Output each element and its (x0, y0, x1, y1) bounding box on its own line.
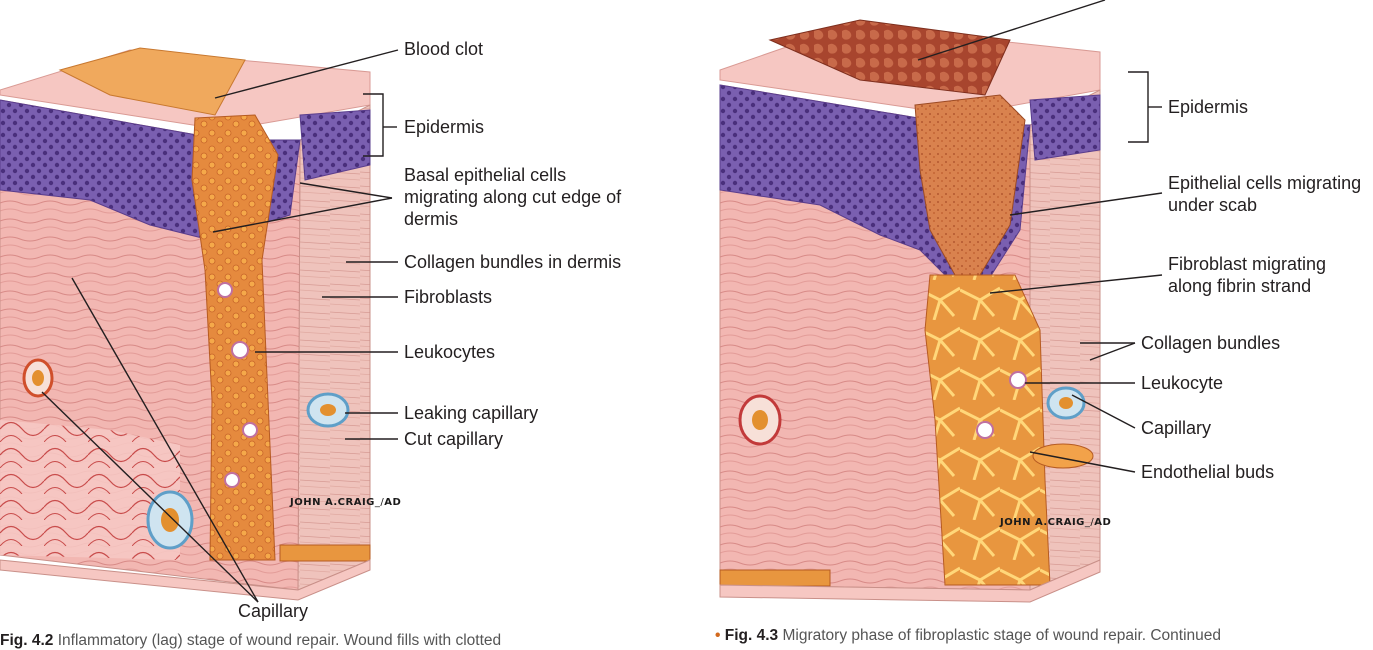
label-endothelial-buds: Endothelial buds (1141, 462, 1275, 482)
endothelial-bud-shape (1032, 443, 1094, 469)
right-leader-lines (917, 0, 1163, 473)
left-tissue-block (0, 47, 371, 601)
leader-basal-2 (212, 197, 393, 233)
caption-left-text: Inflammatory (lag) stage of wound repair… (57, 632, 502, 649)
left-clot-column (191, 114, 279, 561)
leukocyte-cell-1 (231, 341, 249, 359)
caption-right-number: Fig. 4.3 (724, 627, 779, 644)
leader-endothelial (1029, 451, 1136, 473)
leader-capillary-2 (41, 391, 259, 603)
leader-blood-clot (214, 49, 399, 99)
artist-signature-left: JOHN A.CRAIG_/AD (290, 497, 402, 508)
left-lower-dermis (0, 420, 180, 560)
caption-left-number: Fig. 4.2 (0, 632, 54, 649)
label-fibroblasts: Fibroblasts (404, 287, 493, 307)
label-leaking-capillary: Leaking capillary (404, 403, 539, 423)
leader-fibroblast (989, 274, 1163, 294)
caption-right: • Fig. 4.3 Migratory phase of fibroplast… (715, 626, 1221, 645)
leader-scab (917, 0, 1106, 61)
leukocyte-cell-2 (217, 282, 233, 298)
leukocyte-cell-right (1009, 371, 1027, 389)
label-blood-clot: Blood clot (404, 39, 484, 59)
caption-right-text: Migratory phase of fibroplastic stage of… (782, 627, 1222, 644)
left-epidermis-side (299, 109, 371, 181)
right-scab-top (768, 19, 1011, 96)
leader-capillary-right (1071, 394, 1136, 429)
left-capillary-1-lumen (32, 370, 44, 386)
label-collagen-bundles-dermis: Collagen bundles in dermis (404, 252, 622, 272)
label-collagen-bundles: Collagen bundles (1141, 333, 1281, 353)
right-lower-vessel (719, 569, 831, 587)
label-epidermis-right: Epidermis (1168, 97, 1249, 117)
leukocyte-cell-3 (242, 422, 258, 438)
leukocyte-cell-4 (224, 472, 240, 488)
label-leukocyte: Leukocyte (1141, 373, 1224, 393)
leader-epithelial (1009, 192, 1163, 216)
bracket-epidermis-right (1128, 71, 1149, 143)
leader-collagen-2 (1089, 342, 1136, 361)
label-epithelial-cells-migrating: Epithelial cells migrating under scab (1168, 173, 1362, 215)
label-capillary-left: Capillary (238, 601, 309, 621)
label-leukocytes: Leukocytes (404, 342, 496, 362)
caption-left: Fig. 4.2 Inflammatory (lag) stage of wou… (0, 631, 501, 650)
label-cut-capillary: Cut capillary (404, 429, 504, 449)
leader-basal-1 (299, 182, 393, 199)
right-epidermis-side (1029, 94, 1101, 161)
label-epidermis-left: Epidermis (404, 117, 485, 137)
label-fibroblast-migrating: Fibroblast migrating along fibrin strand (1168, 254, 1327, 296)
right-tissue-block (719, 19, 1101, 603)
caption-bullet: • (715, 627, 721, 644)
bracket-epidermis-left (363, 93, 384, 157)
cut-capillary-shape (279, 544, 371, 562)
left-block-base (0, 559, 371, 601)
label-basal-epithelial-cells: Basal epithelial cells migrating along c… (404, 165, 622, 229)
left-capillary-2-lumen (161, 508, 179, 532)
right-block-base (719, 559, 1101, 603)
artist-signature-right: JOHN A.CRAIG_/AD (1000, 517, 1112, 528)
label-capillary-right: Capillary (1141, 418, 1212, 438)
left-leader-lines (41, 49, 399, 603)
left-clot-top (58, 47, 246, 116)
leader-capillary-1 (71, 277, 259, 603)
